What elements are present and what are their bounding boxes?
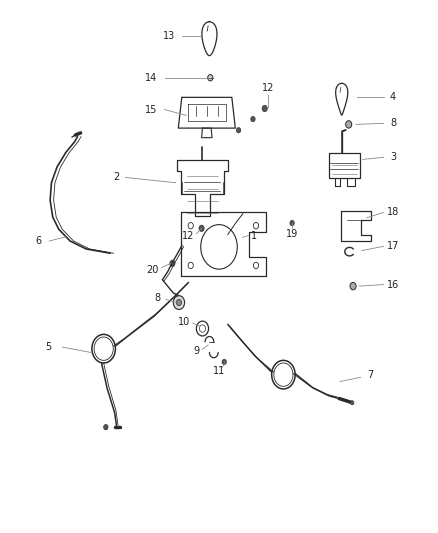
Text: 15: 15 (145, 104, 158, 115)
Text: 12: 12 (261, 83, 274, 93)
Text: 19: 19 (286, 229, 298, 239)
Circle shape (237, 127, 241, 133)
Text: 12: 12 (182, 231, 195, 241)
Text: 6: 6 (35, 236, 42, 246)
Circle shape (222, 359, 226, 365)
Text: 8: 8 (390, 118, 396, 128)
Text: 1: 1 (251, 231, 257, 241)
Circle shape (173, 296, 185, 310)
Text: 2: 2 (113, 172, 120, 182)
Circle shape (262, 106, 267, 112)
Text: 5: 5 (45, 342, 52, 352)
Circle shape (170, 260, 175, 266)
Circle shape (251, 116, 255, 122)
Text: 17: 17 (387, 241, 399, 252)
Circle shape (346, 120, 352, 128)
Text: 8: 8 (154, 293, 160, 303)
Text: 14: 14 (145, 72, 158, 83)
Text: 10: 10 (178, 317, 190, 327)
Text: 4: 4 (390, 92, 396, 102)
Circle shape (350, 282, 356, 290)
Circle shape (208, 75, 213, 81)
Circle shape (350, 401, 354, 405)
Text: 3: 3 (390, 152, 396, 162)
Text: 7: 7 (367, 370, 374, 379)
Text: 13: 13 (163, 31, 175, 41)
Text: 16: 16 (387, 279, 399, 289)
Text: 11: 11 (213, 366, 225, 376)
Text: 20: 20 (147, 265, 159, 274)
Text: 9: 9 (193, 346, 199, 357)
Text: 18: 18 (387, 207, 399, 217)
Circle shape (177, 300, 182, 306)
Circle shape (290, 220, 294, 225)
Circle shape (199, 225, 204, 231)
Circle shape (104, 424, 108, 430)
